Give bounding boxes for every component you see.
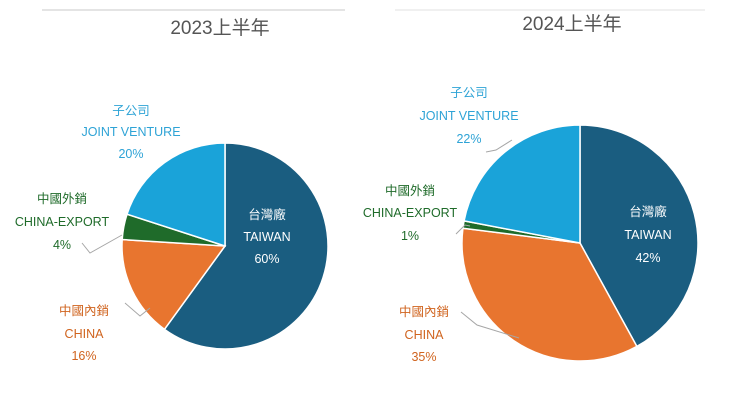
leader-line-china-2023 <box>124 302 151 317</box>
label-taiwan-name-zh-2024: 台灣廠 <box>629 204 667 219</box>
pie-chart-2024: 2024上半年 台灣廠 TAIWAN 42% 中國內銷 CHINA 35% 中國外銷 CHIN… <box>363 13 699 364</box>
label-china-name-en-2024: CHINA <box>405 328 445 342</box>
label-china-name-zh-2023: 中國內銷 <box>59 303 109 318</box>
pie-slice-taiwan-2024 <box>579 124 699 348</box>
label-china-export-value-2023: 4% <box>53 238 71 252</box>
label-china-export-name-zh-2023: 中國外銷 <box>37 191 87 206</box>
leader-line-china-2024 <box>460 311 520 339</box>
label-taiwan-value-2024: 42% <box>635 251 660 265</box>
label-china-value-2024: 35% <box>411 350 436 364</box>
label-china-name-zh-2024: 中國內銷 <box>399 304 449 319</box>
chart-title-2023: 2023上半年 <box>170 17 269 39</box>
label-china-export-value-2024: 1% <box>401 229 419 243</box>
label-joint-venture-value-2024: 22% <box>456 132 481 146</box>
label-joint-venture-name-en-2024: JOINT VENTURE <box>419 109 518 123</box>
leader-line-china-export-2024 <box>455 224 471 235</box>
pie-slice-joint-venture-2023 <box>126 142 226 248</box>
pie-slice-china-2023 <box>121 238 227 331</box>
pie-slice-joint-venture-2024 <box>463 124 581 244</box>
label-taiwan-name-zh-2023: 台灣廠 <box>248 207 286 222</box>
label-china-export-name-en-2023: CHINA-EXPORT <box>15 215 110 229</box>
leader-line-joint-venture-2024 <box>485 139 513 153</box>
label-china-export-name-zh-2024: 中國外銷 <box>385 183 435 198</box>
label-joint-venture-name-zh-2023: 子公司 <box>112 104 150 118</box>
label-taiwan-name-en-2023: TAIWAN <box>243 230 290 244</box>
label-taiwan-name-en-2024: TAIWAN <box>624 228 671 242</box>
label-taiwan-value-2023: 60% <box>254 252 279 266</box>
leader-line-china-export-2023 <box>81 234 123 254</box>
label-joint-venture-name-zh-2024: 子公司 <box>450 86 488 100</box>
label-china-name-en-2023: CHINA <box>65 327 105 341</box>
pie-slice-taiwan-2023 <box>163 142 329 350</box>
label-joint-venture-value-2023: 20% <box>118 147 143 161</box>
label-china-value-2023: 16% <box>71 349 96 363</box>
label-china-export-name-en-2024: CHINA-EXPORT <box>363 206 458 220</box>
label-joint-venture-name-en-2023: JOINT VENTURE <box>81 125 180 139</box>
pie-chart-2023: 2023上半年 台灣廠 TAIWAN 60% 中國內銷 CHINA 16% 中國外銷 CHIN… <box>15 17 329 363</box>
pie-slice-china-2024 <box>461 227 638 362</box>
chart-title-2024: 2024上半年 <box>522 13 621 35</box>
